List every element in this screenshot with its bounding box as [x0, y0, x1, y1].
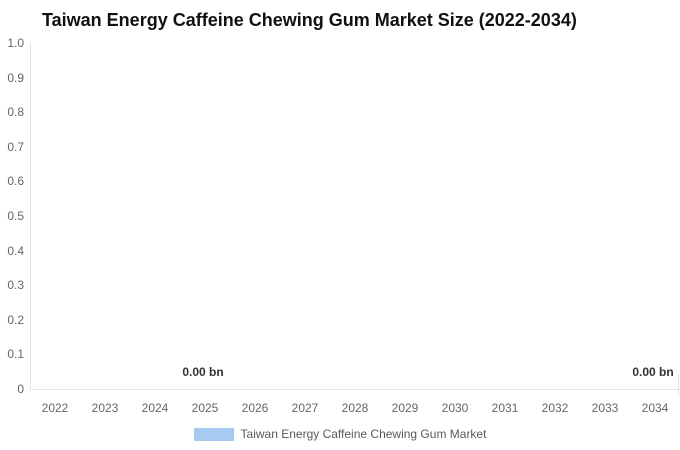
y-axis-tick-label: 0.3 — [7, 278, 24, 292]
legend-label: Taiwan Energy Caffeine Chewing Gum Marke… — [240, 426, 487, 441]
x-axis-tick-label: 2031 — [491, 401, 519, 415]
x-axis-tick-label: 2026 — [241, 401, 269, 415]
y-axis-tick-label: 0.2 — [7, 313, 24, 327]
x-axis-tick-label: 2022 — [41, 401, 69, 415]
y-axis-tick-label: 1.0 — [7, 36, 24, 50]
x-axis-tick-label: 2028 — [341, 401, 369, 415]
y-axis-tick-label: 0 — [17, 382, 24, 396]
x-axis-end-tick — [678, 374, 679, 396]
y-axis-tick-label: 0.1 — [7, 347, 24, 361]
legend-item[interactable]: Taiwan Energy Caffeine Chewing Gum Marke… — [193, 426, 487, 442]
data-value-label: 0.00 bn — [182, 365, 224, 379]
x-axis-tick-label: 2027 — [291, 401, 319, 415]
x-axis-tick-label: 2034 — [641, 401, 669, 415]
y-axis-tick-label: 0.5 — [7, 209, 24, 223]
x-axis-tick-label: 2030 — [441, 401, 469, 415]
y-axis-tick-label: 0.8 — [7, 105, 24, 119]
x-axis-tick-label: 2032 — [541, 401, 569, 415]
x-axis-tick-label: 2029 — [391, 401, 419, 415]
y-axis-tick-label: 0.7 — [7, 140, 24, 154]
x-axis-tick-label: 2025 — [191, 401, 219, 415]
plot-area — [30, 43, 680, 390]
x-axis-tick-label: 2024 — [141, 401, 169, 415]
legend-swatch — [193, 427, 234, 441]
chart-title: Taiwan Energy Caffeine Chewing Gum Marke… — [42, 10, 577, 30]
y-axis-tick-label: 0.4 — [7, 244, 24, 258]
y-axis-tick-label: 0.9 — [7, 71, 24, 85]
x-axis-tick-label: 2033 — [591, 401, 619, 415]
data-value-label: 0.00 bn — [632, 365, 674, 379]
y-axis-tick-label: 0.6 — [7, 174, 24, 188]
legend: Taiwan Energy Caffeine Chewing Gum Marke… — [0, 426, 680, 442]
x-axis-tick-label: 2023 — [91, 401, 119, 415]
